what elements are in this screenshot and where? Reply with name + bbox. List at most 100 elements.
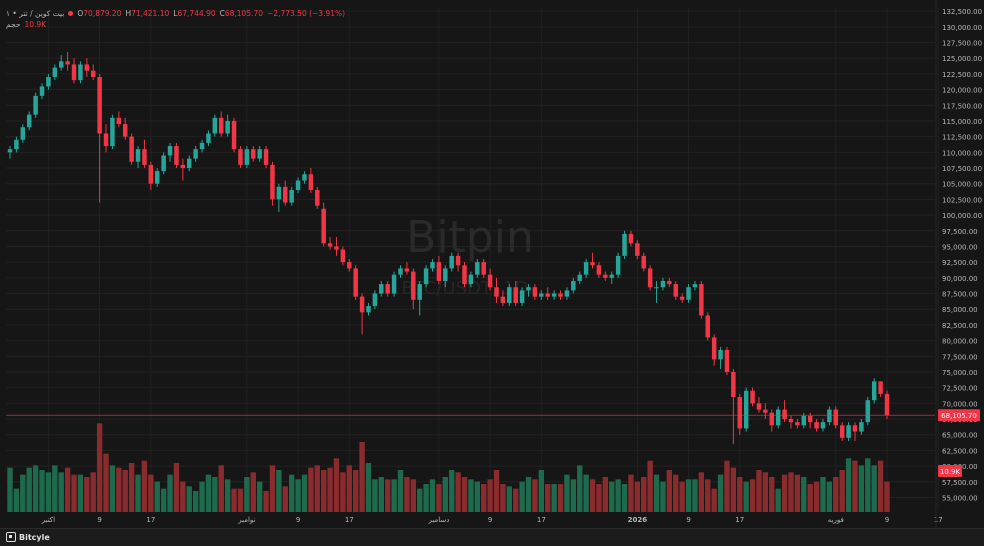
candle-body <box>283 186 288 203</box>
candle-body <box>129 136 134 162</box>
candle-body <box>334 246 339 250</box>
volume-bar <box>692 479 698 512</box>
candle-body <box>411 271 416 300</box>
volume-bar <box>295 479 301 512</box>
candle-body <box>347 262 352 269</box>
candle-body <box>615 255 621 275</box>
volume-bar <box>148 474 154 512</box>
candle-body <box>686 287 691 300</box>
x-tick-label: اکتبر <box>41 516 55 524</box>
candle-body <box>577 274 582 281</box>
volume-bar <box>621 484 628 512</box>
volume-bar <box>314 465 320 512</box>
volume-bar <box>397 470 404 512</box>
candle-body <box>225 120 230 134</box>
volume-bar <box>237 488 244 512</box>
volume-bar <box>436 484 442 512</box>
volume-bar <box>794 474 801 512</box>
y-tick-label: 70,000.00 <box>942 400 978 408</box>
candle-body <box>692 284 698 288</box>
candle-body <box>417 284 422 300</box>
candle-body <box>154 171 160 184</box>
candle-body <box>628 233 634 244</box>
x-tick-label: 9 <box>686 516 690 524</box>
y-tick-label: 107,500.00 <box>942 165 982 173</box>
candle-body <box>26 114 32 128</box>
x-tick-label: 9 <box>885 516 889 524</box>
candle-body <box>820 422 826 429</box>
volume-bar <box>449 470 455 512</box>
candle-body <box>398 268 403 275</box>
volume-bar <box>45 472 52 512</box>
candle-body <box>526 287 531 291</box>
candle-body <box>647 268 653 288</box>
legend-volume-name[interactable]: حجم <box>6 20 21 29</box>
volume-bar <box>705 479 711 512</box>
candle-body <box>545 293 550 297</box>
y-tick-label: 82,500.00 <box>942 322 978 330</box>
volume-bar <box>442 477 448 512</box>
candle-body <box>167 146 173 156</box>
volume-bar <box>378 477 384 512</box>
volume-bar <box>282 486 288 512</box>
volume-bar <box>513 488 519 512</box>
candle-body <box>807 415 813 423</box>
candle-body <box>532 287 538 297</box>
candle-body <box>737 397 743 429</box>
candle-body <box>878 381 883 394</box>
candle-body <box>558 293 563 297</box>
candle-body <box>391 274 397 294</box>
candle-body <box>39 86 45 96</box>
candle-body <box>865 400 871 423</box>
candle-body <box>302 174 307 181</box>
volume-bar <box>743 481 749 512</box>
volume-bar <box>871 465 877 512</box>
legend-open: 70,879.20 <box>83 9 122 18</box>
y-tick-label: 80,000.00 <box>942 338 978 346</box>
legend-symbol[interactable]: ۱ • بیت کوین / تتر <box>6 9 65 18</box>
candle-body <box>231 120 237 150</box>
volume-bar <box>256 481 263 512</box>
y-tick-label: 92,500.00 <box>942 259 978 267</box>
y-tick-label: 132,500.00 <box>942 8 982 16</box>
y-tick-label: 105,000.00 <box>942 181 982 189</box>
candle-body <box>148 164 154 184</box>
candle-body <box>385 284 390 294</box>
volume-bar <box>365 463 372 512</box>
volume-bar <box>276 470 282 512</box>
volume-bar <box>308 467 314 512</box>
volume-bar <box>109 465 116 512</box>
y-tick-label: 85,000.00 <box>942 306 978 314</box>
candle-body <box>571 280 576 291</box>
volume-bar <box>769 477 775 512</box>
candle-body <box>443 268 448 281</box>
candle-body <box>58 61 64 68</box>
volume-bar <box>288 474 295 512</box>
volume-bar <box>423 484 429 512</box>
volume-bar <box>186 486 192 512</box>
volume-bar <box>154 481 160 512</box>
candle-body <box>71 64 77 81</box>
candle-body <box>833 409 839 426</box>
volume-bar <box>577 465 583 512</box>
candle-body <box>340 249 346 263</box>
y-tick-label: 87,500.00 <box>942 291 978 299</box>
brand[interactable]: Bitcyle <box>6 532 50 542</box>
volume-bar <box>224 479 231 512</box>
volume-bar <box>461 477 468 512</box>
volume-bar <box>96 423 103 512</box>
y-tick-label: 90,000.00 <box>942 275 978 283</box>
candle-body <box>174 146 179 165</box>
candlestick-chart-svg[interactable]: 132,500.00 130,000.00 127,500.00 125,000.00… <box>0 0 984 528</box>
volume-bar <box>352 470 359 512</box>
legend-high-label: H <box>125 9 132 18</box>
volume-bar <box>493 470 500 512</box>
volume-bar <box>660 481 666 512</box>
x-tick-label: 9 <box>296 516 300 524</box>
y-tick-label: 55,000.00 <box>942 494 978 502</box>
candle-body <box>487 274 493 288</box>
candle-body <box>564 290 570 297</box>
candle-body <box>353 268 358 297</box>
volume-bar <box>609 481 615 512</box>
